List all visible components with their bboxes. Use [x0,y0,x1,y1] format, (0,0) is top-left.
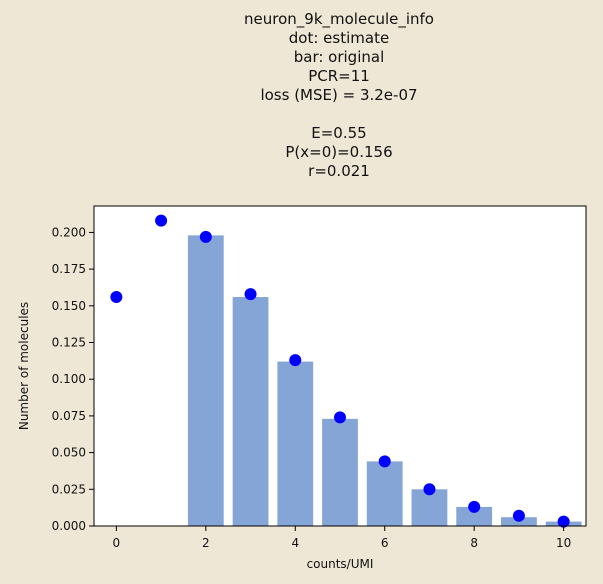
y-tick-label: 0.175 [52,262,86,276]
x-axis-ticks: 0 2 4 6 8 10 [113,526,571,550]
dot [110,291,123,304]
x-tick-label: 4 [291,536,299,550]
x-axis-label: counts/UMI [307,557,374,571]
title-line: neuron_9k_molecule_info [244,10,434,29]
title-line: loss (MSE) = 3.2e-07 [260,86,417,104]
plot-frame [93,205,587,527]
y-tick-label: 0.000 [52,519,86,533]
dot [378,455,391,468]
bar [187,235,224,527]
dot-series-estimate [110,214,570,528]
y-axis-ticks: 0.000 0.025 0.050 0.075 0.100 0.125 0.150 0.175… [52,225,94,533]
dot [423,483,436,496]
dot [557,515,570,528]
bar [277,361,314,526]
dot [199,230,212,243]
y-tick-label: 0.150 [52,299,86,313]
bar [456,506,493,526]
x-tick-label: 10 [556,536,571,550]
y-tick-label: 0.050 [52,446,86,460]
title-line: dot: estimate [289,29,389,47]
y-tick-label: 0.125 [52,336,86,350]
x-tick-label: 8 [470,536,478,550]
title-line: E=0.55 [311,124,366,142]
title-line: bar: original [294,48,385,66]
y-tick-label: 0.200 [52,225,86,239]
bar [411,489,448,526]
x-tick-label: 0 [113,536,121,550]
title-line: PCR=11 [308,67,370,85]
bar [322,418,358,526]
y-tick-label: 0.100 [52,372,86,386]
x-tick-label: 2 [202,536,210,550]
bar [366,461,403,526]
bar [232,297,269,526]
y-axis-label: Number of molecules [17,302,31,430]
x-tick-label: 6 [381,536,389,550]
title-line: r=0.021 [308,162,370,180]
dot [244,288,257,301]
dot [289,354,302,367]
dot [468,500,481,513]
title-line: P(x=0)=0.156 [285,143,392,161]
dot [512,509,525,522]
y-tick-label: 0.025 [52,482,86,496]
y-tick-label: 0.075 [52,409,86,423]
dot [155,214,168,227]
dot [334,411,346,424]
